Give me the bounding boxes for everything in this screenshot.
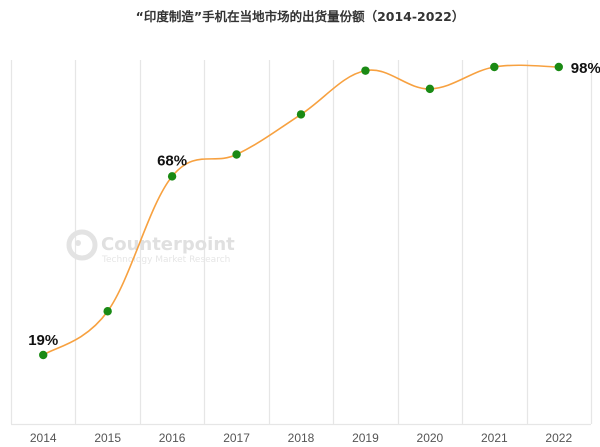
data-point-marker [296,110,306,119]
data-point-marker [490,62,499,72]
x-axis: 2014 2015 2016 2017 2018 2019 2020 2021 2022 [30,431,573,445]
data-point-marker [554,62,563,72]
data-line [42,64,559,356]
x-tick-label: 2016 [159,431,186,445]
data-point-marker [103,307,112,316]
watermark-tagline: Technology Market Research [101,255,230,265]
watermark-brand: Counterpoint [101,234,235,255]
chart-title: “印度制造”手机在当地市场的出货量份额（2014-2022） [135,9,465,24]
data-label: 19% [28,332,58,349]
data-label: 98% [571,60,600,77]
x-tick-label: 2021 [481,431,508,445]
data-point-marker [361,66,370,75]
x-tick-label: 2019 [352,431,379,445]
x-tick-label: 2022 [545,431,572,445]
x-tick-label: 2018 [288,431,315,445]
x-tick-label: 2020 [417,431,444,445]
counterpoint-watermark: Counterpoint Technology Market Research [66,229,235,265]
data-point-marker [232,150,241,159]
data-point-marker [425,84,435,94]
x-tick-label: 2017 [223,431,250,445]
watermark-logo-icon [66,229,98,261]
data-point-marker [39,350,48,360]
x-tick-label: 2014 [30,431,57,445]
data-point-marker [167,172,177,181]
data-markers [39,62,563,360]
x-tick-label: 2015 [94,431,121,445]
data-label: 68% [157,152,187,169]
data-labels: 19% 68% 98% [28,60,600,349]
grid-lines [10,60,593,426]
